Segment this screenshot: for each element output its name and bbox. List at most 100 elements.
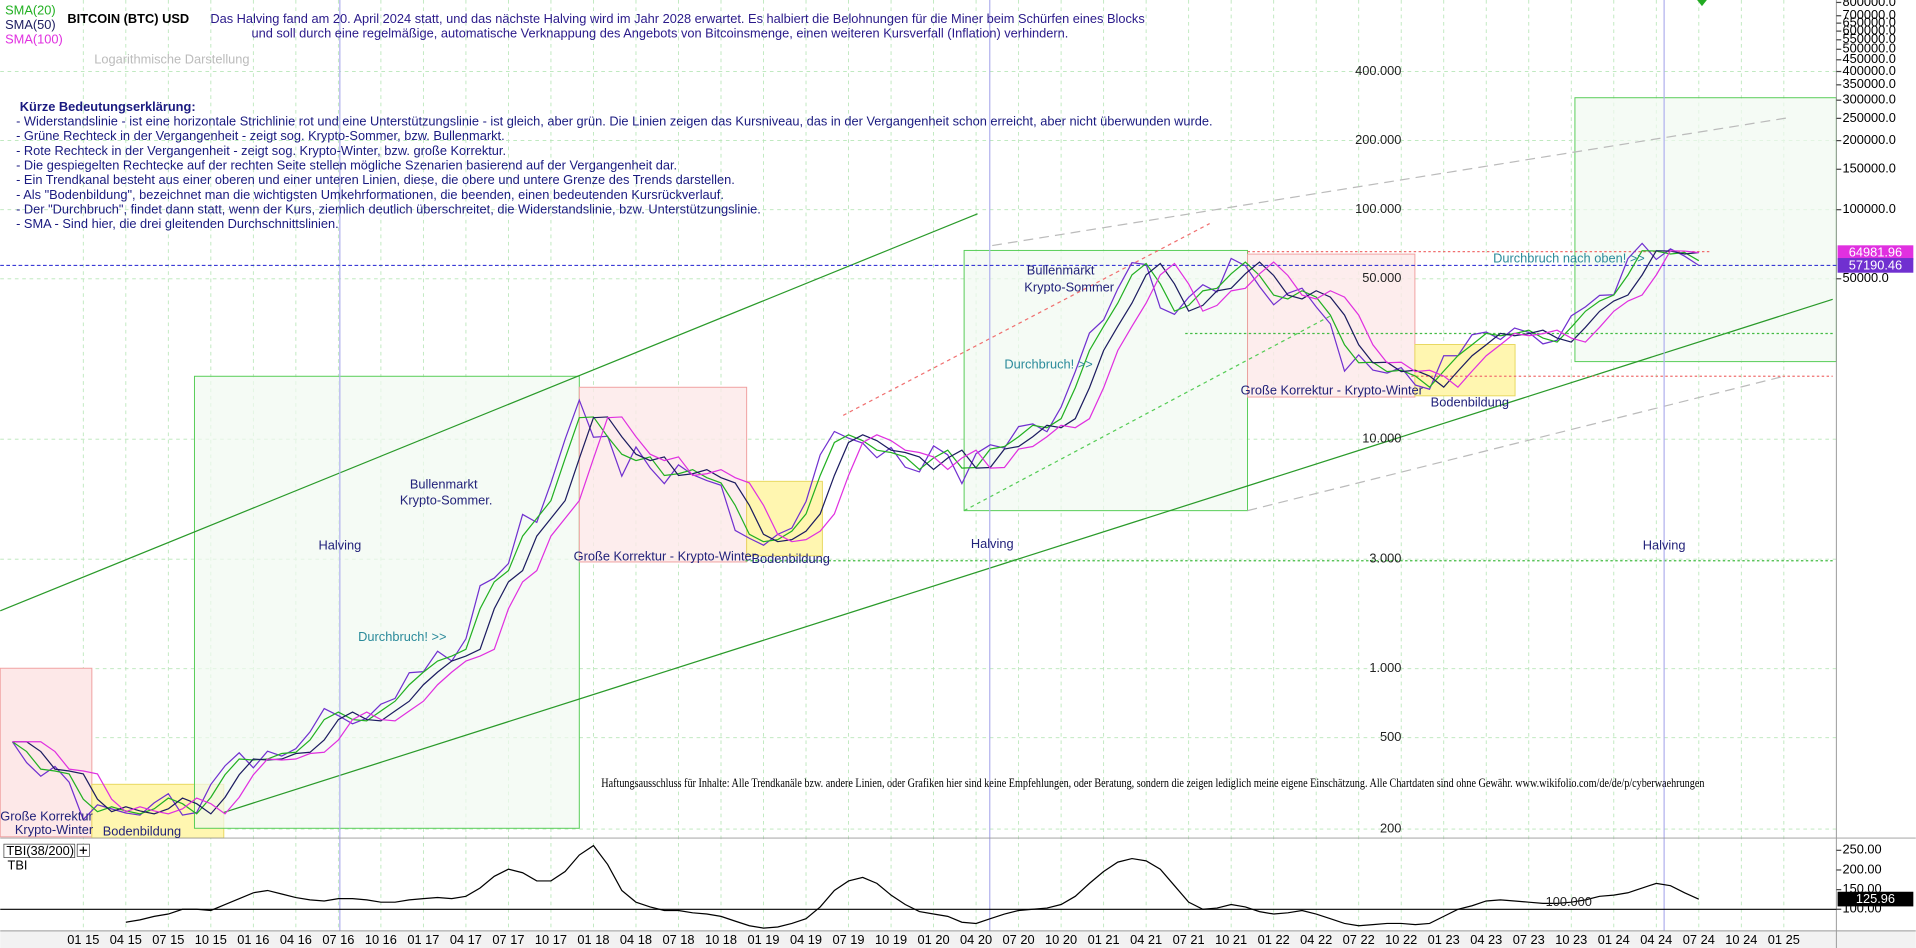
x-tick-label: 10 19 <box>875 932 907 947</box>
zones <box>0 97 1837 839</box>
value-box-label: 64981.96 <box>1849 245 1902 260</box>
series-line <box>12 250 1700 815</box>
value-box <box>1837 245 1914 260</box>
x-tick-label: 01 21 <box>1088 932 1120 947</box>
x-tick-label: 04 19 <box>790 932 822 947</box>
x-tick-label: 10 17 <box>535 932 567 947</box>
x-tick-label: 10 18 <box>705 932 737 947</box>
annotation: Durchbruch! >> <box>1004 357 1092 372</box>
y2-tick-label: 250000.0 <box>1842 110 1895 125</box>
red-zone <box>0 667 93 838</box>
x-tick-label: 01 16 <box>237 932 269 947</box>
scale-note: Logarithmische Darstellung <box>94 51 249 66</box>
y2-tick-label: 150000.0 <box>1842 161 1895 176</box>
annotation: Krypto-Sommer <box>1024 280 1114 295</box>
annotation: Halving <box>971 536 1014 551</box>
y-tick-label: 100.000 <box>1355 201 1401 216</box>
annotation: Bodenbildung <box>751 551 829 566</box>
x-tick-label: 01 19 <box>747 932 779 947</box>
y2-tick-label: 450000.0 <box>1842 51 1895 66</box>
indicator-title: TBI(38/200) <box>6 843 74 858</box>
note: - SMA - Sind hier, die drei gleitenden D… <box>16 216 339 231</box>
x-tick-label: 07 21 <box>1173 932 1205 947</box>
annotation: Bullenmarkt <box>410 476 478 491</box>
subtitle: Das Halving fand am 20. April 2024 statt… <box>210 11 1144 26</box>
note: - Der "Durchbruch", findet dann statt, w… <box>16 202 761 217</box>
annotation: Durchbruch nach oben! >> <box>1493 250 1645 265</box>
y2-tick-label: 300000.0 <box>1842 92 1895 107</box>
annotation: Halving <box>1643 537 1686 552</box>
y-tick-label: 200.000 <box>1355 132 1401 147</box>
y2-tick-label: 650000.0 <box>1842 15 1895 30</box>
x-tick-label: 04 22 <box>1300 932 1332 947</box>
x-tick-label: 07 23 <box>1513 932 1545 947</box>
y2-tick-label: 500000.0 <box>1842 41 1895 56</box>
x-tick-label: 04 16 <box>280 932 312 947</box>
channel-upper <box>0 213 978 612</box>
chart-title: BITCOIN (BTC) USD <box>67 11 189 26</box>
legend-entry: SMA(50) <box>5 17 56 32</box>
x-tick-label: 10 21 <box>1215 932 1247 947</box>
annotation: Krypto-Winter <box>15 822 94 837</box>
y2-tick-label: 200000.0 <box>1842 132 1895 147</box>
trend-dashed <box>963 314 1333 512</box>
note: - Rote Rechteck in der Vergangenheit - z… <box>16 143 506 158</box>
yellow-zone <box>1414 344 1516 397</box>
note: - Grüne Rechteck in der Vergangenheit - … <box>16 128 505 143</box>
x-tick-label: 01 17 <box>407 932 439 947</box>
expand-icon-plus[interactable] <box>79 846 87 854</box>
note: - Widerstandslinie - ist eine horizontal… <box>16 114 1213 129</box>
y2-tick-label: 550000.0 <box>1842 31 1895 46</box>
note: - Die gespiegelten Rechtecke auf der rec… <box>16 158 677 173</box>
y-tick-label: 200 <box>1380 820 1401 835</box>
note: - Ein Trendkanal besteht aus einer obere… <box>16 172 735 187</box>
legend-entry: SMA(100) <box>5 32 63 47</box>
x-tick-label: 07 17 <box>492 932 524 947</box>
y2-tick-label: 50000.0 <box>1842 270 1888 285</box>
y2-tick-label: 100000.0 <box>1842 201 1895 216</box>
y-tick-label: 250.00 <box>1842 842 1881 857</box>
x-tick-label: 10 16 <box>365 932 397 947</box>
y-tick-label: 10.000 <box>1362 431 1401 446</box>
y2-tick-label: 600000.0 <box>1842 23 1895 38</box>
annotation: Halving <box>318 537 361 552</box>
annotation: Große Korrektur <box>0 809 93 824</box>
x-tick-label: 01 20 <box>918 932 950 947</box>
subtitle: und soll durch eine regelmäßige, automat… <box>251 26 1068 41</box>
x-tick-label: 07 18 <box>662 932 694 947</box>
x-tick-label: 10 24 <box>1725 932 1757 947</box>
y2-tick-label: 400000.0 <box>1842 63 1895 78</box>
indicator-title-box <box>3 843 76 858</box>
mirror-channel <box>1247 375 1784 512</box>
x-tick-label: 10 20 <box>1045 932 1077 947</box>
y-tick-label: 1.000 <box>1369 660 1401 675</box>
mirror-channel <box>992 116 1792 247</box>
y2-tick-label: 700000.0 <box>1842 7 1895 22</box>
annotation: Große Korrektur - Krypto-Winter <box>1241 382 1424 397</box>
channel-lower <box>223 298 1833 813</box>
disclaimer: Haftungsausschluss für Inhalte: Alle Tre… <box>601 776 1705 790</box>
y-tick-label: 200.00 <box>1842 861 1881 876</box>
x-tick-label: 10 15 <box>195 932 227 947</box>
y-tick-label: 3.000 <box>1369 551 1401 566</box>
x-tick-label: 04 17 <box>450 932 482 947</box>
indicator-legend: TBI <box>8 858 28 873</box>
x-tick-label: 04 23 <box>1470 932 1502 947</box>
series-line <box>12 250 1699 815</box>
x-tick-label: 01 18 <box>577 932 609 947</box>
x-tick-label: 07 22 <box>1343 932 1375 947</box>
x-tick-label: 07 20 <box>1003 932 1035 947</box>
x-tick-label: 01 24 <box>1598 932 1630 947</box>
value-box-label: 125.96 <box>1856 891 1895 906</box>
legend-title: Kürze Bedeutungserklärung: <box>20 99 196 114</box>
note: - Als "Bodenbildung", bezeichnet man die… <box>16 187 724 202</box>
series-line <box>11 242 1700 821</box>
value-box <box>1837 258 1914 273</box>
x-tick-label: 04 18 <box>620 932 652 947</box>
x-tick-label: 04 20 <box>960 932 992 947</box>
x-tick-label: 04 21 <box>1130 932 1162 947</box>
y-tick-label: 500 <box>1380 729 1401 744</box>
trend-dashed <box>842 223 1210 416</box>
x-tick-label: 10 22 <box>1385 932 1417 947</box>
